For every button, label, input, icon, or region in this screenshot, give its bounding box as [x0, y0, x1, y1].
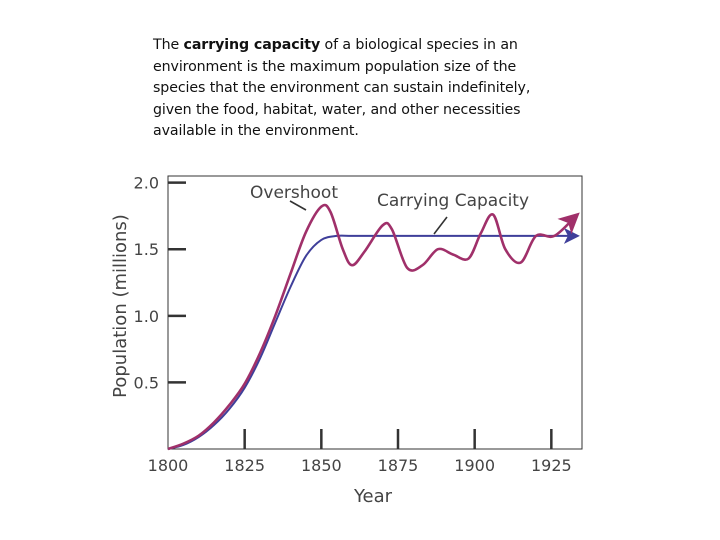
- x-tick-label: 1875: [378, 456, 419, 475]
- capacity-pointer: [433, 216, 448, 235]
- overshoot-pointer: [289, 200, 307, 211]
- y-tick-label: 2.0: [134, 174, 159, 193]
- population-line: [167, 203, 580, 451]
- x-tick-label: 1800: [148, 456, 189, 475]
- x-tick-label: 1900: [454, 456, 495, 475]
- y-tick-label: 0.5: [134, 373, 159, 392]
- definition-text: The carrying capacity of a biological sp…: [153, 35, 553, 143]
- annotation-overshoot: Overshoot: [250, 183, 338, 203]
- y-tick-label: 1.5: [134, 240, 159, 259]
- x-axis-label: Year: [353, 486, 393, 507]
- x-tick-label: 1925: [531, 456, 572, 475]
- x-tick-label: 1850: [301, 456, 342, 475]
- definition-lead: The: [153, 37, 180, 53]
- annotation-carrying-capacity: Carrying Capacity: [377, 191, 529, 211]
- definition-term: carrying capacity: [183, 37, 321, 53]
- definition-body: of a biological species in an environmen…: [153, 37, 531, 139]
- y-axis-label: Population (millions): [110, 214, 131, 398]
- carrying-capacity-line: [167, 227, 580, 450]
- x-tick-label: 1825: [224, 456, 265, 475]
- plot-frame: [167, 175, 583, 450]
- x-axis-ticks: 1800 1825 1850 1875 1900 1925: [148, 429, 572, 475]
- y-tick-label: 1.0: [134, 307, 159, 326]
- y-axis-ticks: 2.0 1.5 1.0 0.5: [134, 174, 186, 392]
